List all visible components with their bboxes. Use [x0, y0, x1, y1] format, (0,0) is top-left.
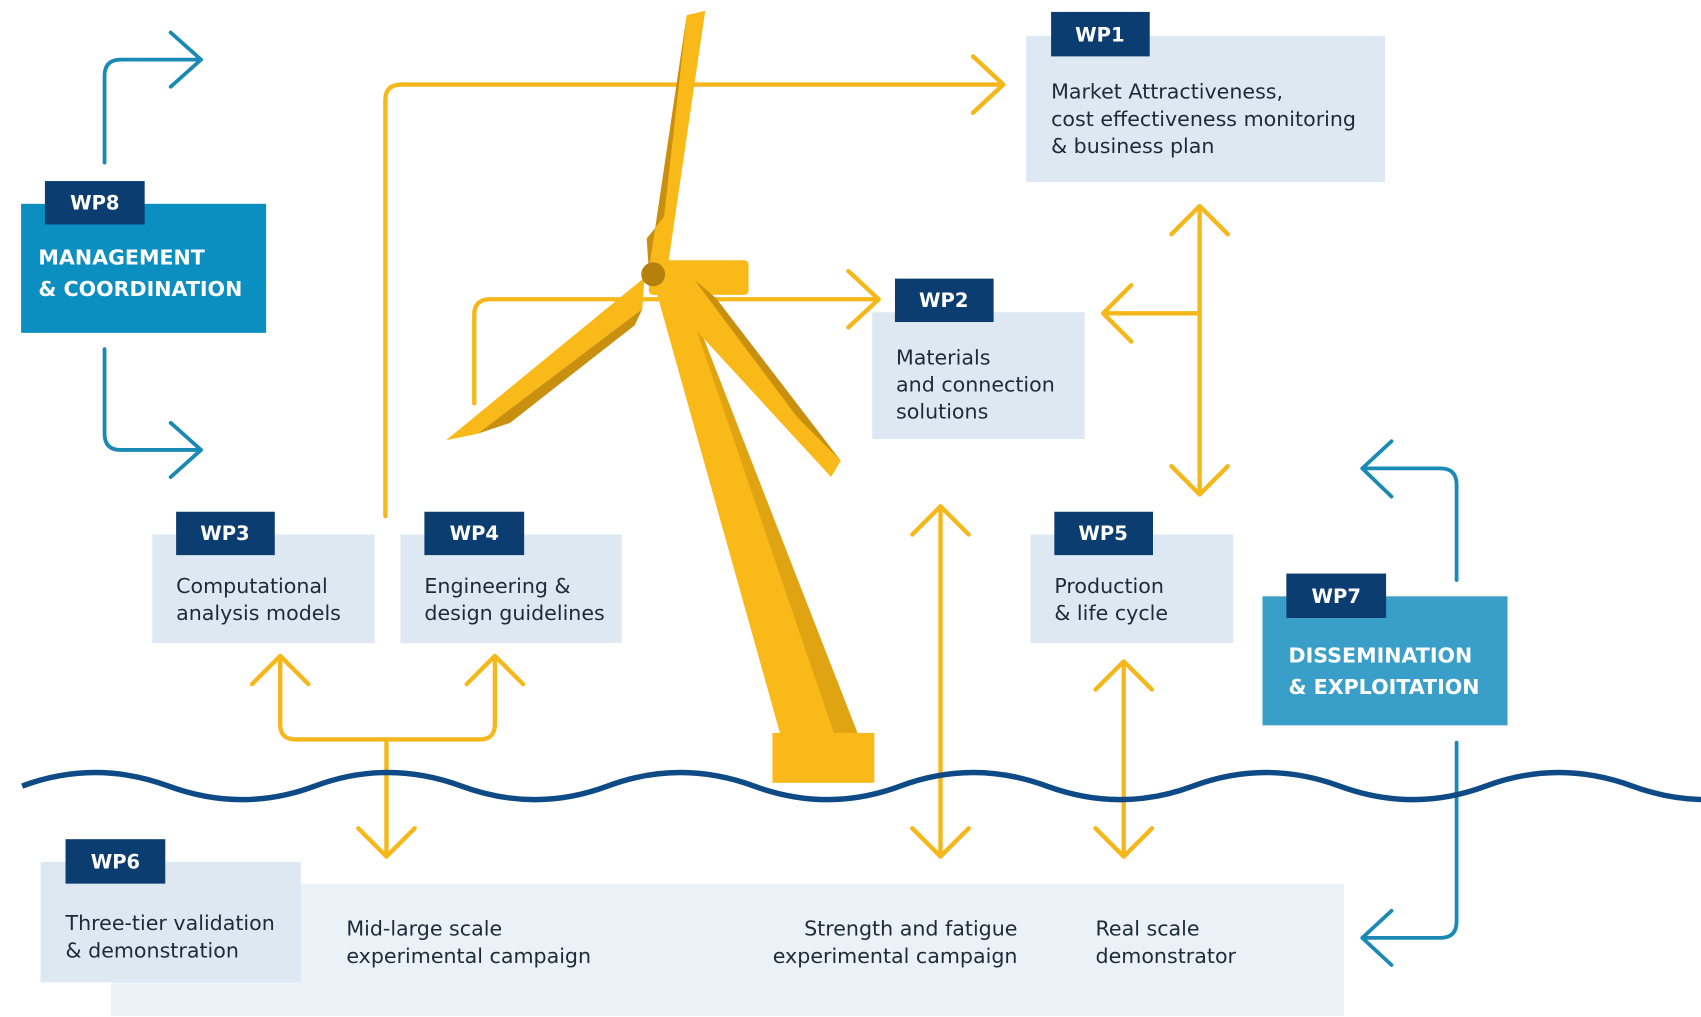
arrow: [1362, 441, 1456, 580]
wp-label: & life cycle: [1054, 601, 1168, 625]
wp-id: WP2: [919, 289, 968, 312]
arrow: [1103, 206, 1228, 494]
wp-label: and connection: [896, 372, 1055, 396]
wp6-item: experimental campaign: [773, 944, 1018, 968]
wp6-item: experimental campaign: [346, 944, 591, 968]
wp-label: design guidelines: [424, 601, 604, 625]
wp-label: Three-tier validation: [65, 911, 275, 935]
wp-label: MANAGEMENT: [38, 246, 204, 270]
hub: [641, 262, 665, 286]
wp-id: WP6: [91, 851, 140, 874]
wp-id: WP4: [450, 522, 499, 545]
diagram: WP8 WP1 WP2 WP3 WP4 WP5 WP7 WP6 MANAGEME…: [0, 0, 1701, 1017]
wp-id: WP7: [1312, 585, 1361, 608]
wp-id: WP3: [200, 522, 249, 545]
wp-label: & business plan: [1051, 134, 1214, 158]
arrow: [105, 349, 201, 477]
wp-id: WP1: [1075, 23, 1124, 46]
wp-label: DISSEMINATION: [1289, 643, 1473, 667]
wp-label: cost effectiveness monitoring: [1051, 107, 1356, 131]
wp-label: Production: [1054, 574, 1164, 598]
arrow: [912, 506, 968, 856]
page: {"nodes":[ {"id":"WP8","lines":["MANAGEM…: [0, 0, 1701, 1017]
arrow: [105, 33, 201, 163]
wp-label: & COORDINATION: [38, 277, 242, 301]
wp-label: Market Attractiveness,: [1051, 80, 1283, 104]
wp-label: analysis models: [176, 601, 341, 625]
wp-id: WP5: [1078, 522, 1127, 545]
wp6-item: Strength and fatigue: [804, 917, 1017, 941]
wp-label: & EXPLOITATION: [1289, 675, 1480, 699]
wp6-item: demonstrator: [1096, 944, 1237, 968]
blade: [649, 11, 705, 271]
base: [772, 733, 874, 783]
arrow: [1096, 661, 1152, 856]
wp-id: WP8: [70, 191, 119, 214]
wp-label: Computational: [176, 574, 328, 598]
wp-label: & demonstration: [66, 938, 239, 962]
wp-label: solutions: [896, 400, 988, 424]
arrow: [1362, 743, 1456, 965]
wp6-item: Real scale: [1096, 917, 1200, 941]
arrow: [252, 656, 523, 857]
wind-turbine: [446, 11, 874, 783]
wp6-item: Mid-large scale: [346, 917, 502, 941]
wp-label: Materials: [896, 345, 990, 369]
wp-label: Engineering &: [424, 574, 570, 598]
